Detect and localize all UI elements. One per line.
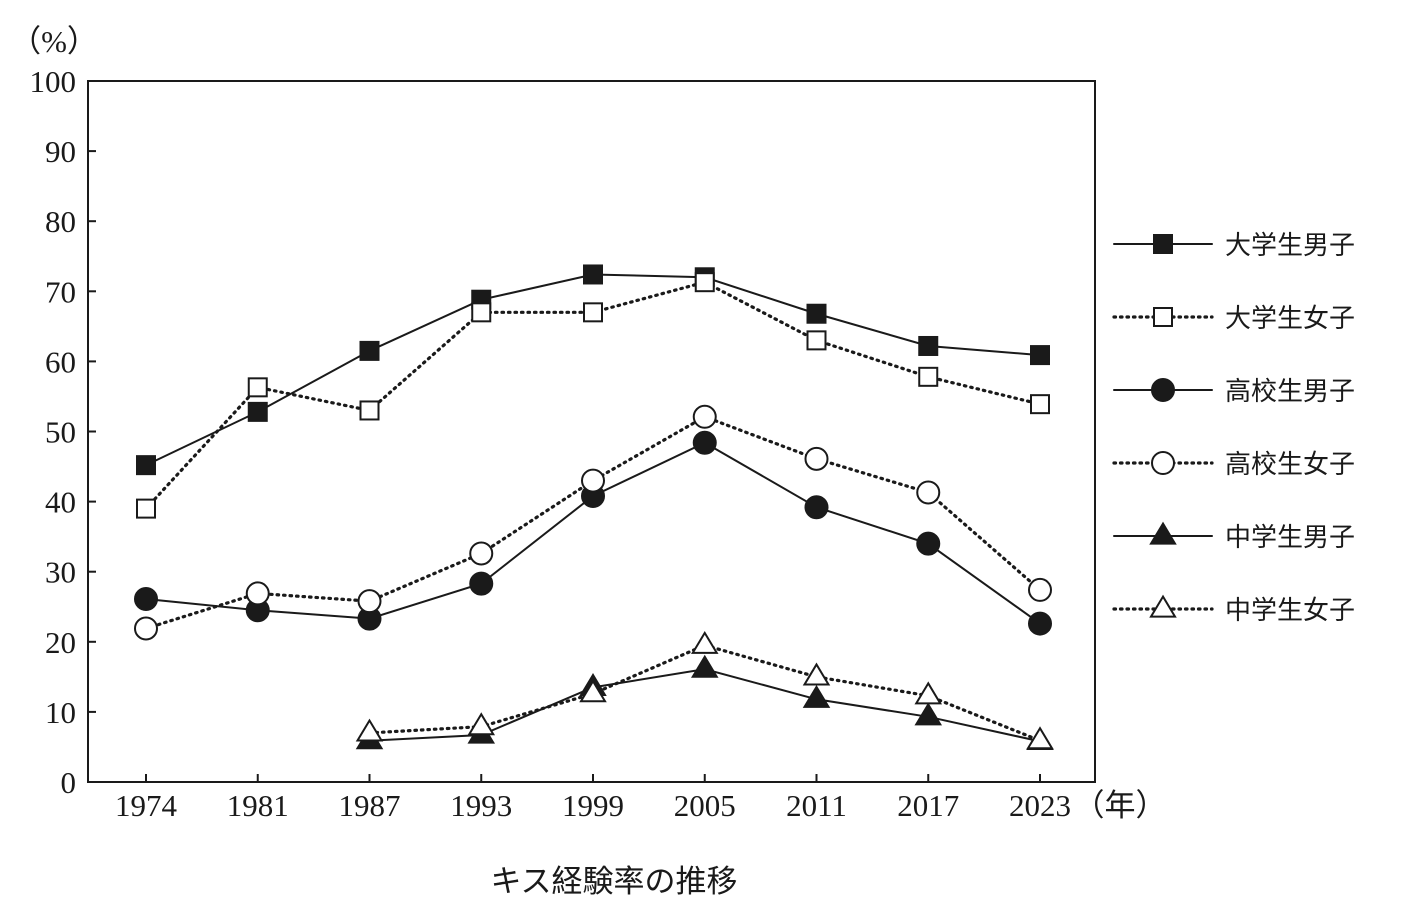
y-tick-label: 30 bbox=[45, 555, 76, 590]
data-point bbox=[916, 531, 941, 556]
y-tick-label: 40 bbox=[45, 485, 76, 520]
legend-item-2: 大学生女子 bbox=[1112, 304, 1355, 334]
y-tick-label: 80 bbox=[45, 204, 76, 239]
y-axis: 0 10 20 30 40 50 60 70 80 90 100 bbox=[30, 64, 96, 800]
x-axis: 1974 1981 1987 1993 1999 2005 2011 2017 2023 bbox=[115, 774, 1071, 823]
data-point bbox=[583, 302, 603, 323]
x-tick-label: 1987 bbox=[339, 788, 401, 823]
data-point bbox=[1030, 394, 1050, 415]
y-tick-label: 60 bbox=[45, 344, 76, 379]
y-tick-label: 20 bbox=[45, 625, 76, 660]
data-point bbox=[469, 571, 494, 596]
data-point bbox=[918, 335, 939, 356]
series-line bbox=[368, 668, 1041, 743]
data-point bbox=[1030, 345, 1050, 366]
data-point bbox=[583, 264, 603, 285]
data-point bbox=[918, 366, 939, 387]
y-tick-label: 10 bbox=[45, 695, 76, 730]
data-point bbox=[245, 581, 270, 606]
data-point bbox=[136, 498, 156, 519]
legend-label: 中学生女子 bbox=[1225, 596, 1355, 626]
series-3 bbox=[134, 430, 1052, 636]
data-point bbox=[694, 272, 715, 293]
x-tick-label: 2005 bbox=[674, 788, 736, 823]
y-tick-label: 90 bbox=[45, 134, 76, 169]
legend-marker bbox=[1153, 307, 1173, 327]
legend-label: 高校生男子 bbox=[1225, 377, 1355, 407]
data-point bbox=[467, 712, 496, 736]
legend-item-1: 大学生男子 bbox=[1113, 231, 1355, 261]
legend-marker bbox=[1149, 521, 1177, 545]
x-tick-label: 2011 bbox=[786, 788, 847, 823]
legend-item-4: 高校生女子 bbox=[1112, 450, 1355, 480]
data-point bbox=[579, 679, 607, 703]
x-tick-label: 1981 bbox=[227, 788, 289, 823]
data-point bbox=[134, 587, 158, 612]
data-point bbox=[247, 377, 268, 398]
series-2 bbox=[136, 272, 1050, 519]
data-point bbox=[804, 495, 829, 520]
x-tick-label: 2017 bbox=[897, 788, 959, 823]
data-point bbox=[802, 684, 831, 708]
data-point bbox=[806, 303, 827, 324]
data-point bbox=[804, 446, 829, 471]
data-point bbox=[692, 404, 717, 429]
data-point bbox=[802, 662, 831, 686]
series-layer bbox=[134, 264, 1054, 750]
series-4 bbox=[134, 404, 1052, 641]
data-point bbox=[692, 430, 717, 455]
legend-item-5: 中学生男子 bbox=[1113, 521, 1355, 553]
series-line bbox=[144, 415, 1042, 631]
x-tick-label: 1974 bbox=[115, 788, 178, 823]
data-point bbox=[690, 654, 719, 678]
series-6 bbox=[355, 630, 1054, 750]
y-tick-label: 0 bbox=[61, 765, 77, 800]
legend-item-3: 高校生男子 bbox=[1113, 377, 1355, 407]
legend-label: 大学生女子 bbox=[1225, 304, 1355, 334]
data-point bbox=[469, 541, 494, 566]
data-point bbox=[136, 455, 156, 476]
legend-marker bbox=[1151, 378, 1175, 402]
data-point bbox=[471, 302, 492, 323]
x-axis-unit-label: （年） bbox=[1074, 788, 1167, 823]
legend-marker bbox=[1149, 594, 1177, 618]
legend-item-6: 中学生女子 bbox=[1112, 594, 1355, 626]
legend-marker bbox=[1151, 451, 1175, 475]
data-point bbox=[806, 330, 827, 351]
data-point bbox=[1026, 726, 1054, 750]
chart-caption: キス経験率の推移 bbox=[490, 864, 738, 900]
y-tick-label: 50 bbox=[45, 415, 76, 450]
legend-label: 中学生男子 bbox=[1225, 523, 1355, 553]
legend-label: 高校生女子 bbox=[1225, 450, 1355, 480]
data-point bbox=[134, 616, 158, 641]
y-axis-unit-label: （%） bbox=[10, 24, 98, 59]
x-tick-label: 2023 bbox=[1009, 788, 1071, 823]
x-tick-label: 1999 bbox=[562, 788, 624, 823]
y-tick-label: 100 bbox=[30, 64, 77, 99]
series-1 bbox=[136, 264, 1050, 476]
data-point bbox=[355, 718, 384, 742]
legend-label: 大学生男子 bbox=[1225, 231, 1355, 261]
data-point bbox=[916, 480, 941, 505]
data-point bbox=[914, 702, 943, 726]
data-point bbox=[359, 400, 380, 421]
y-tick-label: 70 bbox=[45, 274, 76, 309]
legend-marker bbox=[1153, 234, 1173, 254]
data-point bbox=[914, 681, 943, 705]
data-point bbox=[247, 401, 268, 422]
data-point bbox=[581, 468, 605, 493]
data-point bbox=[357, 589, 382, 614]
data-point bbox=[1028, 611, 1052, 636]
data-point bbox=[1028, 577, 1052, 602]
data-point bbox=[359, 340, 380, 361]
data-point bbox=[690, 630, 719, 654]
x-tick-label: 1993 bbox=[450, 788, 512, 823]
